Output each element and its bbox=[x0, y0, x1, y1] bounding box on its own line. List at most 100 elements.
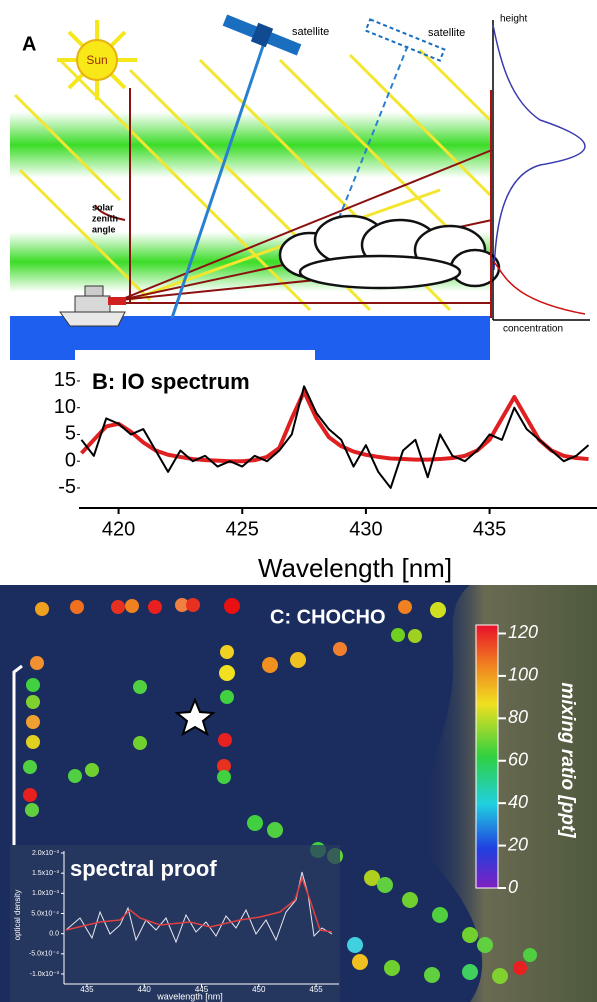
cloud bbox=[278, 214, 501, 290]
map-dot bbox=[111, 600, 125, 614]
map-dot bbox=[26, 715, 40, 729]
panel-title: C: CHOCHO bbox=[270, 606, 386, 628]
satellite-view bbox=[170, 39, 267, 319]
sun: Sun bbox=[57, 20, 137, 100]
axis-label: concentration bbox=[503, 324, 563, 335]
inset-x-tick-label: 450 bbox=[252, 985, 266, 994]
angle-label: solar zenith angle bbox=[92, 202, 118, 234]
map-dot bbox=[462, 927, 478, 943]
panel-c: C: CHOCHO mixing ratio [ppt] spectral pr… bbox=[0, 585, 597, 1002]
colorbar-tick-label: 40 bbox=[508, 792, 528, 812]
star bbox=[174, 697, 216, 737]
map-dot bbox=[347, 937, 363, 953]
map-dot bbox=[424, 967, 440, 983]
map-dot bbox=[218, 733, 232, 747]
inset-y-tick-label: -5.0x10⁻⁴ bbox=[29, 951, 59, 958]
fit-line bbox=[80, 389, 589, 464]
angle-label-line: angle bbox=[92, 224, 116, 234]
aerosol-band bbox=[10, 112, 490, 178]
map-dot bbox=[186, 598, 200, 612]
map-dot bbox=[133, 680, 147, 694]
x-axis-label: Wavelength [nm] bbox=[258, 553, 452, 583]
map-dot bbox=[384, 960, 400, 976]
colorbar-tick-label: 20 bbox=[507, 834, 528, 854]
map-dot bbox=[220, 645, 234, 659]
map-dot bbox=[402, 892, 418, 908]
map-dot bbox=[224, 598, 240, 614]
map-dot bbox=[220, 690, 234, 704]
map-dot bbox=[70, 600, 84, 614]
inset-y-tick-label: 5.0x10⁻⁴ bbox=[31, 910, 59, 917]
satellite bbox=[364, 18, 446, 62]
map-dot bbox=[175, 598, 189, 612]
map-dot bbox=[432, 907, 448, 923]
map-dot bbox=[26, 695, 40, 709]
colorbar bbox=[475, 624, 499, 889]
sun-label: Sun bbox=[86, 53, 107, 67]
map-dot bbox=[217, 770, 231, 784]
map-dot bbox=[377, 877, 393, 893]
spectrum-line bbox=[80, 385, 590, 489]
map-dot bbox=[148, 600, 162, 614]
map-dot bbox=[492, 968, 508, 984]
inset-y-tick-label: 2.0x10⁻³ bbox=[32, 850, 60, 857]
colorbar-tick-label: 100 bbox=[508, 665, 538, 685]
inset-x-tick-label: 435 bbox=[80, 985, 94, 994]
map-dot bbox=[26, 735, 40, 749]
plot: 15 10 5 0 -5 420 425 430 435 bbox=[54, 369, 597, 540]
y-tick-label: 10 bbox=[54, 396, 76, 418]
map-dot bbox=[25, 803, 39, 817]
inset-x-tick-label: 445 bbox=[195, 985, 209, 994]
profile-curve bbox=[493, 261, 586, 315]
map-dot bbox=[408, 629, 422, 643]
colorbar-tick-label: 60 bbox=[508, 749, 528, 769]
angle-label-line: solar bbox=[92, 202, 114, 212]
angle-label-line: zenith bbox=[92, 213, 118, 223]
inset-fit bbox=[65, 875, 333, 933]
map-land bbox=[423, 585, 597, 1002]
panel-label: A bbox=[22, 33, 36, 55]
inset-x-tick-label: 455 bbox=[309, 985, 323, 994]
map-dot bbox=[23, 788, 37, 802]
map-dot bbox=[267, 822, 283, 838]
map-dot bbox=[462, 964, 478, 980]
map-dot bbox=[398, 600, 412, 614]
colorbar-tick-label: 120 bbox=[508, 622, 538, 642]
panel-a: Sun A satellite satellite solar zenith a… bbox=[10, 14, 590, 360]
map-dot bbox=[26, 678, 40, 692]
map-dot bbox=[125, 599, 139, 613]
x-tick-label: 430 bbox=[349, 518, 382, 540]
map-dot bbox=[217, 759, 231, 773]
map-dot bbox=[352, 954, 368, 970]
x-tick-label: 425 bbox=[226, 518, 259, 540]
map-dot bbox=[364, 870, 380, 886]
inset-y-tick-label: 1.0x10⁻³ bbox=[32, 890, 60, 897]
map-dot bbox=[513, 961, 527, 975]
inset-y-label: optical density bbox=[13, 890, 22, 941]
profile-curve bbox=[492, 24, 586, 271]
map-dot bbox=[290, 652, 306, 668]
map-dot bbox=[23, 760, 37, 774]
map-dot bbox=[68, 769, 82, 783]
title-box bbox=[75, 350, 315, 374]
map-dot bbox=[85, 763, 99, 777]
y-tick-label: 0 bbox=[65, 449, 76, 471]
map-dot bbox=[133, 736, 147, 750]
inset-y-tick-label: -1.0x10⁻³ bbox=[30, 971, 60, 978]
y-tick-label: -5 bbox=[58, 476, 76, 498]
colorbar-tick-label: 80 bbox=[508, 707, 528, 727]
chart-title: B: IO spectrum bbox=[92, 369, 250, 394]
map-dot bbox=[247, 815, 263, 831]
map-dot bbox=[219, 665, 235, 681]
inset-x-label: wavelength [nm] bbox=[156, 991, 223, 1001]
colorbar-tick-label: 0 bbox=[508, 877, 518, 897]
y-tick-label: 5 bbox=[65, 423, 76, 445]
map-dot bbox=[391, 628, 405, 642]
inset-y-tick-label: 1.5x10⁻³ bbox=[32, 870, 60, 877]
inset-title: spectral proof bbox=[70, 856, 217, 881]
inset-x-tick-label: 440 bbox=[138, 985, 152, 994]
axis-label: height bbox=[500, 14, 527, 25]
map-dot bbox=[477, 937, 493, 953]
map-dot bbox=[333, 642, 347, 656]
